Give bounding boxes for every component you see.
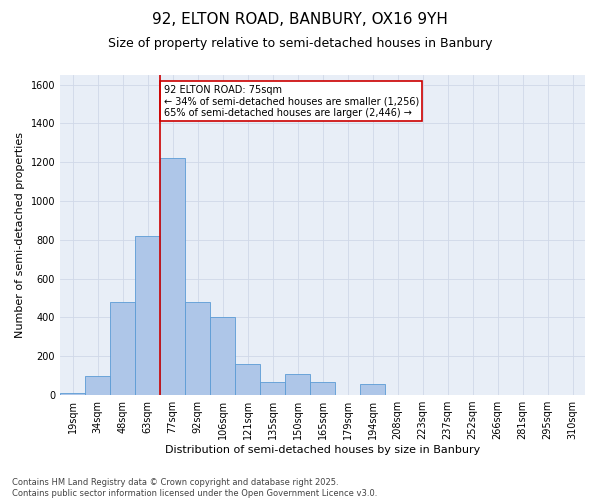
- Bar: [135, 236, 160, 395]
- Bar: [260, 382, 285, 395]
- Bar: [285, 374, 310, 395]
- X-axis label: Distribution of semi-detached houses by size in Banbury: Distribution of semi-detached houses by …: [165, 445, 480, 455]
- Text: Size of property relative to semi-detached houses in Banbury: Size of property relative to semi-detach…: [108, 38, 492, 51]
- Text: 92 ELTON ROAD: 75sqm
← 34% of semi-detached houses are smaller (1,256)
65% of se: 92 ELTON ROAD: 75sqm ← 34% of semi-detac…: [164, 84, 419, 118]
- Bar: [235, 364, 260, 395]
- Bar: [60, 393, 85, 395]
- Bar: [185, 302, 210, 395]
- Bar: [210, 318, 235, 395]
- Bar: [160, 158, 185, 395]
- Y-axis label: Number of semi-detached properties: Number of semi-detached properties: [15, 132, 25, 338]
- Text: Contains HM Land Registry data © Crown copyright and database right 2025.
Contai: Contains HM Land Registry data © Crown c…: [12, 478, 377, 498]
- Bar: [360, 384, 385, 395]
- Bar: [110, 302, 135, 395]
- Bar: [310, 382, 335, 395]
- Bar: [85, 376, 110, 395]
- Text: 92, ELTON ROAD, BANBURY, OX16 9YH: 92, ELTON ROAD, BANBURY, OX16 9YH: [152, 12, 448, 28]
